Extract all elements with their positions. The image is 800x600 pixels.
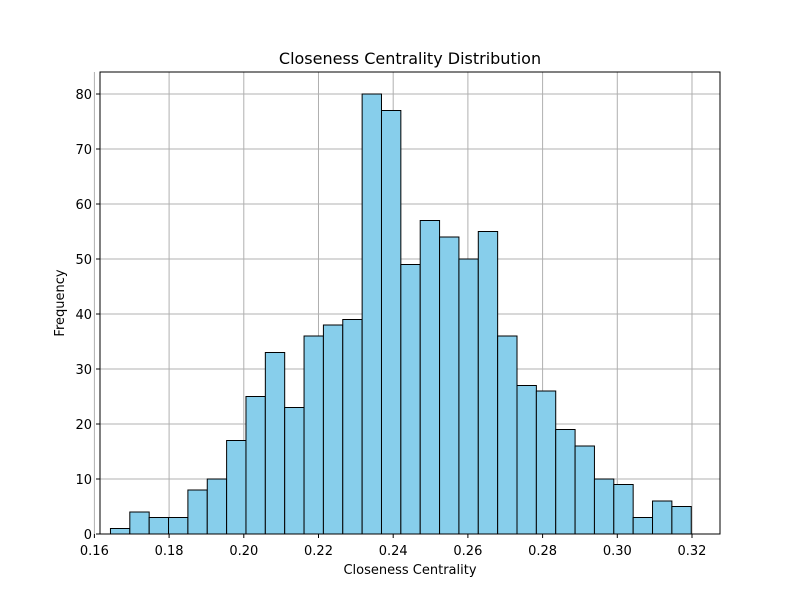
histogram-bar xyxy=(419,220,441,535)
histogram-bar xyxy=(342,319,363,535)
x-tick-label: 0.26 xyxy=(453,544,482,559)
x-axis-title: Closeness Centrality xyxy=(343,563,476,578)
y-tick-label: 30 xyxy=(75,363,92,378)
y-tick-label: 20 xyxy=(75,418,92,433)
histogram-bar xyxy=(187,489,208,535)
histogram-bar xyxy=(380,110,402,535)
x-tick-label: 0.18 xyxy=(155,544,184,559)
histogram-bar xyxy=(593,478,615,535)
y-tick-label: 70 xyxy=(75,143,92,158)
histogram-bar xyxy=(535,390,557,535)
histogram-bar xyxy=(516,385,537,535)
histogram-bars xyxy=(109,93,692,535)
histogram-bar xyxy=(264,352,286,535)
histogram-bar xyxy=(477,231,499,535)
histogram-bar xyxy=(129,511,150,535)
y-tick-label: 50 xyxy=(75,253,92,268)
x-tick-label: 0.16 xyxy=(80,544,109,559)
x-tick-label: 0.24 xyxy=(379,544,408,559)
plot-frame xyxy=(99,71,721,535)
y-tick-label: 40 xyxy=(75,308,92,323)
x-tick-label: 0.22 xyxy=(304,544,333,559)
histogram-bar xyxy=(303,335,324,535)
y-tick-label: 80 xyxy=(75,88,92,103)
chart-title: Closeness Centrality Distribution xyxy=(279,49,541,68)
histogram-bar xyxy=(109,528,131,535)
x-tick-label: 0.20 xyxy=(229,544,258,559)
axis-ticks: 0.16 0.18 0.20 0.22 0.24 0.26 0.28 0.30 0.32 0 10 2… xyxy=(75,88,706,559)
x-tick-label: 0.28 xyxy=(528,544,557,559)
histogram-bar xyxy=(439,236,460,535)
y-axis-title: Frequency xyxy=(53,269,68,336)
histogram-bar xyxy=(555,429,576,535)
histogram-bar xyxy=(497,335,518,535)
histogram-bar xyxy=(226,440,247,535)
histogram-bar xyxy=(400,264,421,535)
histogram-bar xyxy=(613,484,634,535)
y-tick-label: 0 xyxy=(84,528,92,543)
x-tick-label: 0.30 xyxy=(603,544,632,559)
histogram-bar xyxy=(671,506,692,535)
histogram-bar xyxy=(574,445,595,535)
x-tick-label: 0.32 xyxy=(678,544,707,559)
histogram-bar xyxy=(361,93,382,535)
histogram-bar xyxy=(168,517,189,535)
y-tick-label: 60 xyxy=(75,198,92,213)
histogram-bar xyxy=(458,258,479,535)
histogram-bar xyxy=(284,407,305,535)
histogram-bar xyxy=(632,517,654,535)
histogram-bar xyxy=(652,500,673,535)
histogram-bar xyxy=(206,478,228,535)
histogram-bar xyxy=(322,324,344,535)
y-tick-label: 10 xyxy=(75,473,92,488)
histogram-bar xyxy=(148,517,170,535)
histogram-bar xyxy=(245,396,266,535)
